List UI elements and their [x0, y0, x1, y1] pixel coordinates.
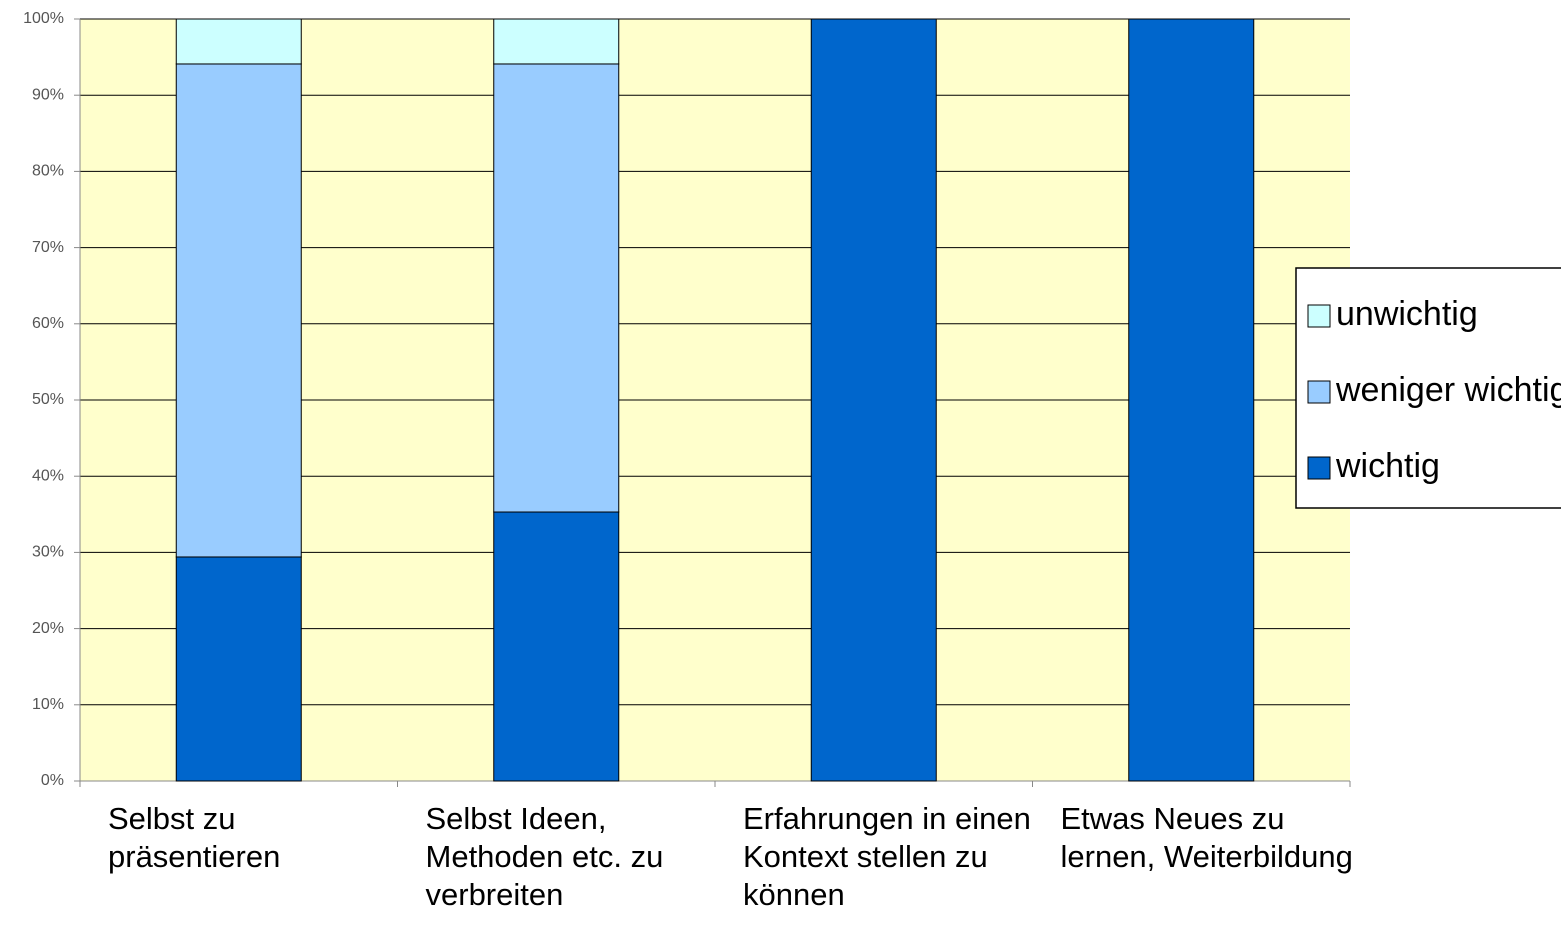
legend-swatch	[1307, 456, 1331, 480]
legend-label: wichtig	[1335, 447, 1440, 485]
bar-segment	[175, 556, 302, 782]
x-tick-label: Erfahrungen in einen Kontext stellen zu …	[743, 801, 1031, 912]
bar-segment	[175, 18, 302, 65]
y-tick-label: 30%	[32, 544, 64, 561]
y-tick-label: 20%	[32, 620, 64, 637]
y-tick-label: 50%	[32, 391, 64, 408]
legend-label: unwichtig	[1336, 295, 1478, 333]
y-tick-label: 0%	[41, 772, 64, 789]
x-tick-label: Selbst Ideen, Methoden etc. zu verbreite…	[425, 801, 664, 912]
x-tick-label: Etwas Neues zu lernen, Weiterbildung	[1060, 801, 1353, 874]
x-tick-label: Selbst zu präsentieren	[108, 801, 281, 874]
y-tick-label: 60%	[32, 315, 64, 332]
bar-segment	[175, 63, 302, 558]
y-tick-label: 90%	[32, 86, 64, 103]
legend-swatch	[1307, 304, 1331, 328]
bar-segment	[493, 18, 620, 65]
bar-segment	[493, 63, 620, 513]
legend-swatch	[1307, 380, 1331, 404]
legend-label: weniger wichtig	[1335, 371, 1561, 409]
y-tick-label: 70%	[32, 239, 64, 256]
bar-segment	[493, 511, 620, 782]
y-tick-label: 40%	[32, 467, 64, 484]
legend: unwichtig weniger wichtig wichtig	[1295, 267, 1561, 509]
y-tick-label: 100%	[23, 10, 64, 27]
bar-segment	[810, 18, 937, 782]
legend-box	[1295, 267, 1561, 509]
y-tick-label: 80%	[32, 163, 64, 180]
y-tick-label: 10%	[32, 696, 64, 713]
bar-segment	[1128, 18, 1255, 782]
